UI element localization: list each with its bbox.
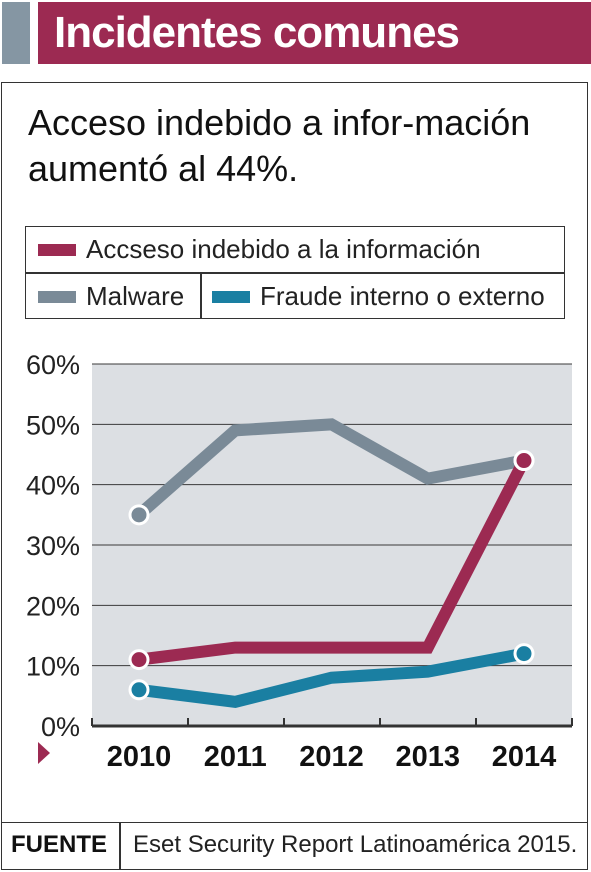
legend-label-fraude: Fraude interno o externo bbox=[260, 281, 545, 311]
y-tick-label-0: 0% bbox=[41, 712, 80, 742]
series-2-marker-2014 bbox=[513, 643, 535, 665]
y-tick-label-1: 10% bbox=[26, 652, 80, 682]
y-tick-label-5: 50% bbox=[26, 410, 80, 440]
y-tick-label-2: 20% bbox=[26, 591, 80, 621]
header-banner: Incidentes comunes bbox=[0, 0, 591, 66]
series-line-0 bbox=[138, 457, 530, 666]
legend-item-acceso: Accseso indebido a la información bbox=[38, 234, 481, 265]
source-label: FUENTE bbox=[11, 831, 107, 858]
x-tick-label-2010: 2010 bbox=[107, 741, 172, 773]
y-tick-label-6: 60% bbox=[26, 350, 80, 380]
legend-divider-horizontal bbox=[26, 272, 564, 274]
page-title: Incidentes comunes bbox=[54, 8, 460, 57]
series-line-1 bbox=[135, 418, 526, 520]
x-tick-label-2011: 2011 bbox=[204, 741, 267, 773]
x-tick-label-2014: 2014 bbox=[492, 741, 557, 773]
series-2-marker-2010 bbox=[128, 679, 150, 701]
source-text: Eset Security Report Latinoamérica 2015. bbox=[133, 831, 578, 858]
series-0-marker-2010 bbox=[128, 649, 150, 671]
legend-item-fraude: Fraude interno o externo bbox=[212, 281, 545, 312]
chart-subtitle: Acceso indebido a infor-mación aumentó a… bbox=[28, 102, 531, 189]
legend-divider-vertical bbox=[200, 273, 202, 319]
series-0-marker-2014 bbox=[513, 450, 535, 472]
x-tick-label-2012: 2012 bbox=[299, 741, 364, 773]
axis-pointer-triangle bbox=[38, 742, 50, 764]
y-tick-label-3: 30% bbox=[26, 531, 80, 561]
header-title-band bbox=[38, 2, 591, 64]
legend-swatch-malware bbox=[38, 290, 76, 303]
line-chart: 0% 10% 20% 30% 40% 50% 60% 2010 2011 2012 2013 2014 bbox=[26, 350, 573, 773]
y-tick-label-4: 40% bbox=[26, 471, 80, 501]
chart-legend: Accseso indebido a la información Malwar… bbox=[25, 226, 565, 319]
legend-swatch-acceso bbox=[38, 243, 76, 256]
legend-label-malware: Malware bbox=[86, 281, 185, 311]
series-line-2 bbox=[138, 647, 526, 708]
x-tick-label-2013: 2013 bbox=[395, 741, 460, 773]
legend-item-malware: Malware bbox=[38, 281, 184, 312]
header-accent-bar bbox=[2, 2, 30, 64]
legend-label-acceso: Accseso indebido a la información bbox=[86, 234, 481, 264]
chart-card bbox=[1, 82, 588, 870]
source-footer: FUENTE Eset Security Report Latinoaméric… bbox=[1, 822, 588, 870]
source-divider bbox=[119, 823, 121, 869]
legend-swatch-fraude bbox=[212, 290, 250, 303]
series-1-marker-2010 bbox=[128, 504, 150, 526]
